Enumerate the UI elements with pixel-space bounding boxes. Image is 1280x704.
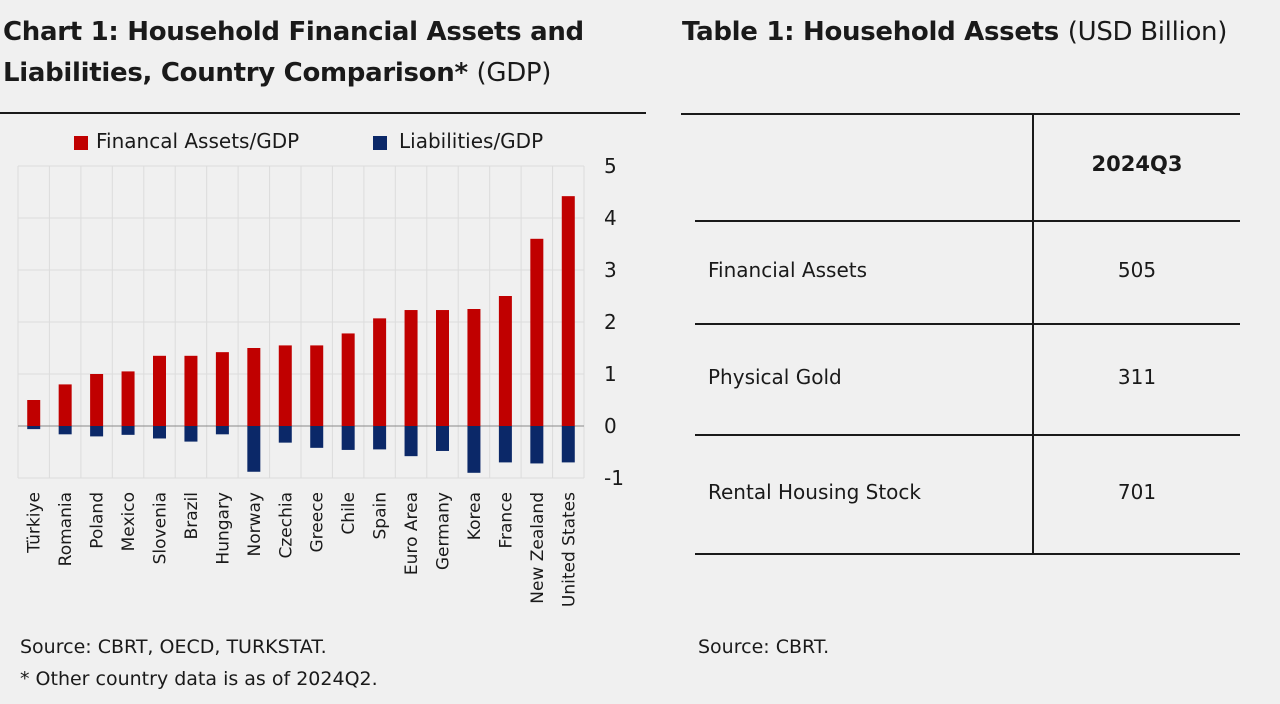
- liability-bar: [90, 426, 104, 437]
- table-source: Source: CBRT.: [698, 636, 830, 658]
- table-row-value: 505: [1117, 258, 1157, 282]
- chart-title: Chart 1: Household Financial Assets and …: [3, 12, 584, 94]
- table-bottom-rule: [695, 553, 1240, 555]
- chart-source: Source: CBRT, OECD, TURKSTAT.: [20, 636, 327, 658]
- y-tick-label: 1: [604, 362, 617, 386]
- legend-swatch-liabilities: [373, 136, 387, 150]
- table-row-value: 311: [1117, 365, 1157, 389]
- asset-bar: [498, 296, 512, 426]
- liability-bar: [27, 426, 41, 430]
- asset-bar: [153, 355, 166, 426]
- liability-bar: [153, 426, 166, 439]
- asset-bar: [561, 196, 575, 426]
- asset-bar: [215, 352, 229, 426]
- asset-bar: [121, 371, 135, 426]
- x-tick-label: Korea: [465, 492, 485, 540]
- table-row-rule: [695, 434, 1240, 436]
- table-title-unit: (USD Billion): [1067, 17, 1228, 47]
- table-row-label: Physical Gold: [708, 365, 842, 389]
- x-tick-label: Euro Area: [402, 492, 422, 575]
- x-tick-label: Germany: [434, 492, 454, 570]
- asset-bar: [530, 238, 544, 426]
- x-tick-label: Norway: [245, 492, 265, 557]
- asset-bar: [90, 374, 104, 426]
- liability-bar: [341, 426, 355, 450]
- asset-bar: [310, 345, 324, 426]
- y-tick-label: 3: [604, 258, 617, 282]
- x-tick-label: Brazil: [182, 492, 202, 539]
- asset-bar: [467, 309, 481, 426]
- liability-bar: [436, 426, 449, 451]
- asset-bar: [184, 355, 198, 426]
- x-tick-label: United States: [559, 492, 579, 607]
- table-title: Table 1: Household Assets (USD Billion): [682, 12, 1227, 53]
- liability-bar: [373, 426, 387, 450]
- liability-bar: [247, 426, 261, 472]
- x-tick-label: France: [496, 492, 516, 549]
- table-row-rule: [695, 220, 1240, 222]
- liability-bar: [184, 426, 198, 442]
- chart-title-bold: Liabilities, Country Comparison*: [3, 58, 468, 88]
- y-tick-label: 2: [604, 310, 617, 334]
- liability-bar: [530, 426, 544, 464]
- asset-bar: [341, 333, 355, 426]
- chart-title-rule: [0, 112, 646, 114]
- x-tick-label: Romania: [56, 492, 76, 566]
- asset-bar: [404, 310, 418, 426]
- table-row-rule: [695, 323, 1240, 325]
- chart-footnote: * Other country data is as of 2024Q2.: [20, 668, 378, 690]
- chart: 5 4 3 2 1 0 -1 Türkiye Romania Poland Mexico Sloven…: [17, 129, 624, 607]
- liability-bar: [278, 426, 292, 443]
- legend-label-assets: Financal Assets/GDP: [96, 129, 299, 153]
- y-tick-label: -1: [604, 466, 624, 490]
- asset-bar: [373, 318, 387, 426]
- legend-swatch-assets: [74, 136, 88, 150]
- x-tick-label: Greece: [308, 492, 328, 553]
- table-column-divider: [1032, 113, 1034, 555]
- x-tick-label: Poland: [88, 492, 108, 549]
- table-row-label: Rental Housing Stock: [708, 480, 921, 504]
- table-top-rule: [681, 113, 1240, 115]
- chart-title-line1: Chart 1: Household Financial Assets and: [3, 17, 584, 47]
- x-tick-label: Mexico: [119, 492, 139, 551]
- x-tick-label: Slovenia: [151, 492, 171, 564]
- liability-bar: [58, 426, 72, 435]
- asset-bar: [58, 384, 72, 426]
- y-tick-label: 4: [604, 206, 617, 230]
- liability-bar: [467, 426, 481, 473]
- x-tick-label: Spain: [371, 492, 391, 540]
- liability-bar: [121, 426, 135, 435]
- x-tick-label: Hungary: [213, 492, 233, 565]
- asset-bar: [436, 310, 449, 426]
- chart-title-unit: (GDP): [476, 58, 552, 88]
- table-row-label: Financial Assets: [708, 258, 868, 282]
- x-tick-label: Türkiye: [25, 492, 45, 554]
- liability-bar: [561, 426, 575, 463]
- liability-bar: [404, 426, 418, 457]
- y-tick-label: 5: [604, 154, 617, 178]
- x-tick-label: Chile: [339, 492, 359, 535]
- asset-bar: [247, 348, 261, 426]
- table-header: 2024Q3: [1091, 152, 1183, 176]
- asset-bar: [27, 400, 41, 426]
- table-title-bold: Table 1: Household Assets: [682, 17, 1059, 47]
- legend-label-liabilities: Liabilities/GDP: [399, 129, 543, 153]
- x-tick-label: Czechia: [276, 492, 296, 559]
- table-row-value: 701: [1117, 480, 1157, 504]
- liability-bar: [498, 426, 512, 463]
- liability-bar: [215, 426, 229, 435]
- y-tick-label: 0: [604, 414, 617, 438]
- chart-title-line2: Liabilities, Country Comparison* (GDP): [3, 53, 584, 94]
- liability-bar: [310, 426, 324, 448]
- x-tick-label: New Zealand: [528, 492, 548, 604]
- asset-bar: [278, 345, 292, 426]
